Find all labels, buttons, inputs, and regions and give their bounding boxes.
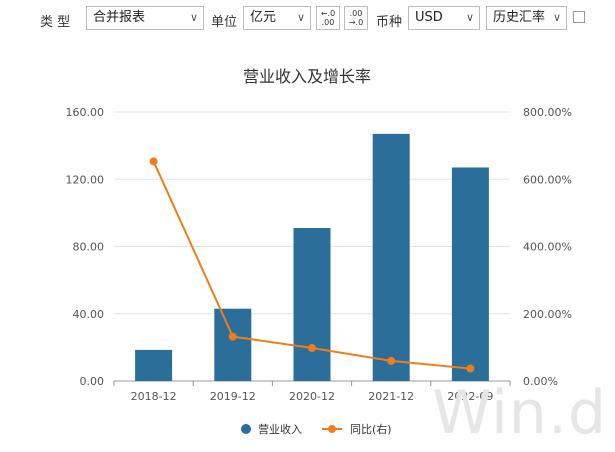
legend-label-revenue: 营业收入: [258, 422, 302, 436]
y-left-tick-label: 80.00: [73, 241, 105, 254]
growth-point: [308, 344, 316, 353]
bar: [451, 167, 489, 381]
bar: [135, 349, 173, 381]
x-tick-label: 2020-12: [289, 390, 335, 403]
chart-title: 营业收入及增长率: [243, 67, 371, 86]
legend-marker-revenue: [241, 424, 251, 434]
bar: [372, 133, 410, 381]
unit-value: 亿元: [250, 10, 277, 25]
report-type-value: 合并报表: [93, 10, 146, 25]
option-checkbox[interactable]: [573, 11, 585, 23]
line-series: [149, 157, 475, 373]
chevron-down-icon: ∨: [189, 11, 198, 24]
currency-label: 币种: [376, 15, 403, 30]
bar: [293, 228, 331, 381]
x-tick-label: 2022-09: [447, 390, 493, 403]
x-tick-label: 2018-12: [131, 390, 177, 403]
unit-label: 单位: [211, 15, 238, 30]
revenue-chart: 营业收入及增长率 0.00 40.00 80.00 120.00 160.00 0.00%…: [66, 67, 572, 436]
y-right-tick-label: 0.00%: [523, 375, 558, 388]
report-type-select[interactable]: 合并报表 ∨: [86, 6, 204, 30]
exchange-rate-select[interactable]: 历史汇率 ∨: [486, 6, 567, 30]
type-label: 类 型: [40, 15, 71, 30]
y-right-tick-label: 800.00%: [523, 106, 572, 119]
decrease-decimal-icon[interactable]: ←.0.00: [316, 6, 340, 30]
y-right-tick-label: 200.00%: [523, 308, 572, 321]
chevron-down-icon: ∨: [296, 11, 305, 24]
axes: 0.00 40.00 80.00 120.00 160.00 0.00% 200.00% 40…: [66, 106, 572, 403]
growth-point: [466, 364, 475, 373]
legend-label-growth: 同比(右): [350, 422, 392, 436]
y-right-tick-label: 600.00%: [523, 173, 572, 186]
toolbar: 类 型 合并报表 ∨ 单位 亿元 ∨ ←.0.00 .00 →.0 币种 USD …: [0, 0, 615, 36]
increase-decimal-icon[interactable]: .00 →.0: [344, 6, 368, 30]
unit-select[interactable]: 亿元 ∨: [243, 6, 311, 30]
y-left-tick-label: 160.00: [66, 106, 105, 119]
bar-series: [135, 133, 489, 381]
y-left-tick-label: 0.00: [80, 375, 105, 388]
y-left-tick-label: 40.00: [73, 308, 105, 321]
growth-point: [228, 332, 237, 341]
y-left-tick-label: 120.00: [66, 173, 105, 186]
currency-value: USD: [415, 10, 443, 25]
legend: 营业收入 同比(右): [241, 422, 392, 436]
growth-point: [149, 157, 158, 166]
y-right-tick-label: 400.00%: [523, 241, 572, 254]
growth-point: [387, 356, 396, 365]
x-tick-label: 2019-12: [210, 390, 256, 403]
currency-select[interactable]: USD ∨: [408, 6, 480, 30]
legend-marker-growth: [328, 425, 336, 433]
exchange-rate-value: 历史汇率: [493, 10, 546, 25]
bar: [214, 308, 252, 381]
chevron-down-icon: ∨: [552, 11, 561, 24]
chevron-down-icon: ∨: [465, 11, 474, 24]
x-tick-label: 2021-12: [368, 390, 414, 403]
